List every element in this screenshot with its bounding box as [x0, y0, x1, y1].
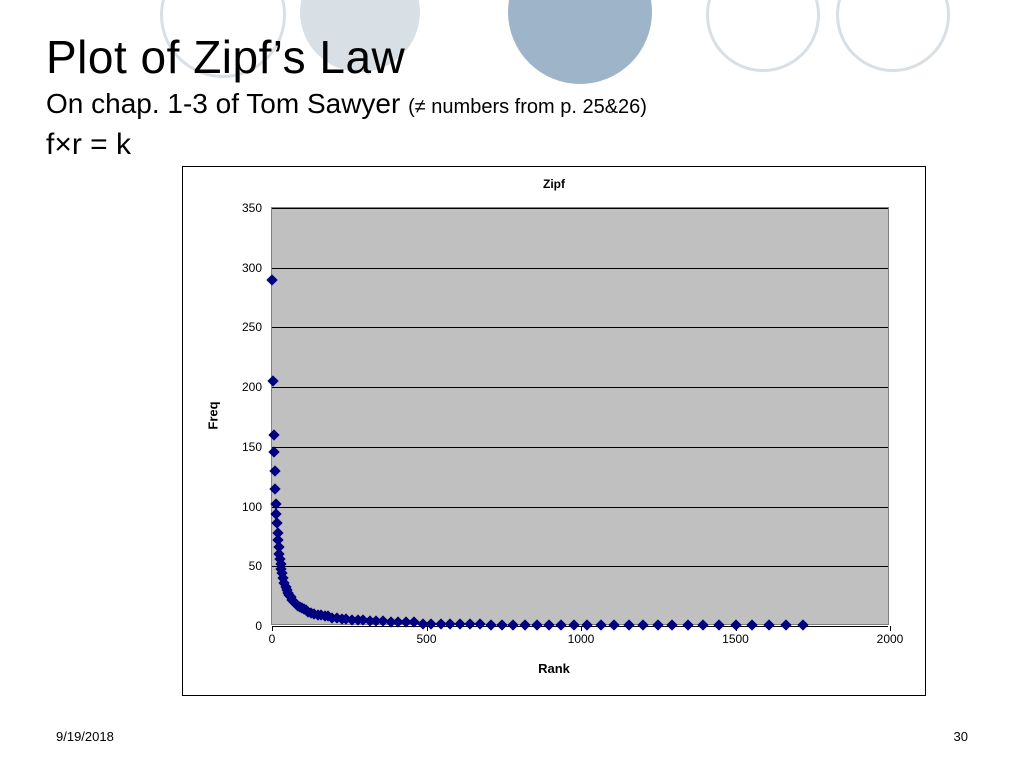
gridline: [272, 327, 888, 328]
gridline: [272, 268, 888, 269]
x-axis-label: Rank: [183, 661, 925, 676]
data-point: [475, 618, 486, 629]
y-tick-label: 100: [242, 500, 272, 514]
y-tick-label: 50: [249, 559, 272, 573]
data-point: [798, 619, 809, 630]
data-point: [609, 619, 620, 630]
deco-circle: [706, 0, 820, 72]
deco-circle: [508, 0, 652, 84]
data-point: [531, 619, 542, 630]
data-point: [682, 619, 693, 630]
data-point: [652, 619, 663, 630]
data-point: [507, 619, 518, 630]
data-point: [667, 619, 678, 630]
data-point: [637, 619, 648, 630]
data-point: [270, 483, 281, 494]
gridline: [272, 507, 888, 508]
y-tick-label: 200: [242, 380, 272, 394]
footer-date: 9/19/2018: [56, 729, 114, 744]
plot-area: 0501001502002503003500500100015002000: [271, 207, 889, 625]
data-point: [623, 619, 634, 630]
data-point: [496, 619, 507, 630]
data-point: [595, 619, 606, 630]
data-point: [763, 619, 774, 630]
slide-title: Plot of Zipf’s Law: [46, 30, 405, 84]
subtitle-note: (≠ numbers from p. 25&26): [408, 96, 647, 118]
data-point: [556, 619, 567, 630]
slide-subtitle: On chap. 1-3 of Tom Sawyer (≠ numbers fr…: [46, 88, 647, 120]
formula-text: f×r = k: [46, 128, 131, 162]
deco-circle: [836, 0, 950, 72]
gridline: [272, 208, 888, 209]
gridline: [272, 387, 888, 388]
y-tick-label: 300: [242, 261, 272, 275]
data-point: [267, 274, 278, 285]
data-point: [269, 465, 280, 476]
data-point: [519, 619, 530, 630]
x-tick-mark: [581, 626, 582, 631]
data-point: [543, 619, 554, 630]
x-tick-mark: [890, 626, 891, 631]
data-point: [781, 619, 792, 630]
x-tick-mark: [272, 626, 273, 631]
subtitle-main: On chap. 1-3 of Tom Sawyer: [46, 88, 408, 119]
data-point: [485, 619, 496, 630]
y-tick-label: 250: [242, 320, 272, 334]
y-axis-label: Freq: [206, 401, 221, 429]
data-point: [698, 619, 709, 630]
chart-title: Zipf: [183, 177, 925, 191]
y-tick-label: 350: [242, 201, 272, 215]
gridline: [272, 566, 888, 567]
zipf-chart: Zipf 05010015020025030035005001000150020…: [182, 166, 926, 696]
footer-page-number: 30: [954, 729, 968, 744]
gridline: [272, 447, 888, 448]
